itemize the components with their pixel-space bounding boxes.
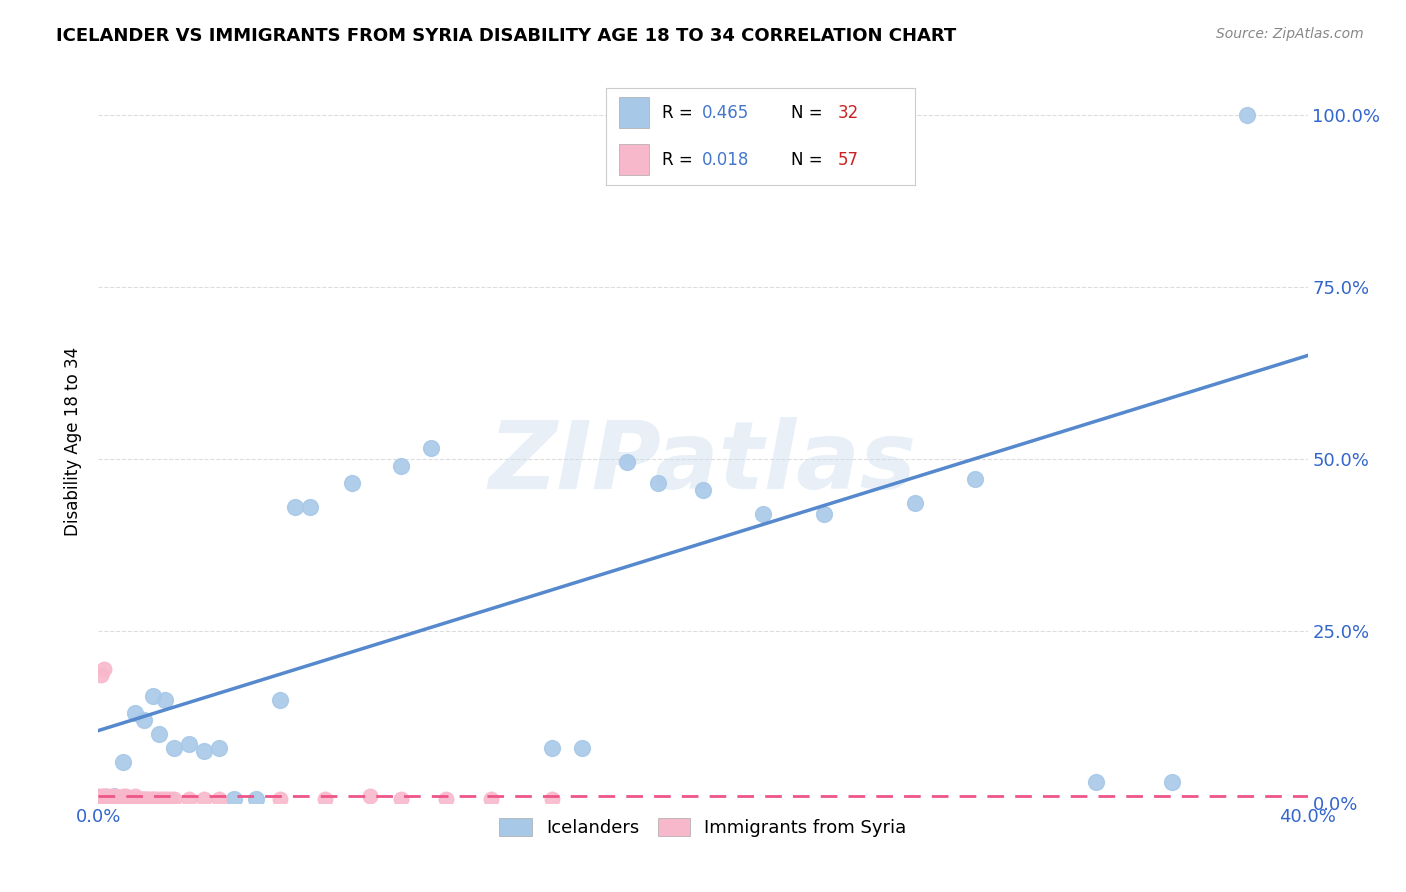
Point bbox=[105, 792, 128, 806]
Y-axis label: Disability Age 18 to 34: Disability Age 18 to 34 bbox=[65, 347, 83, 536]
Point bbox=[163, 740, 186, 755]
Point bbox=[100, 792, 122, 806]
Point bbox=[269, 692, 291, 706]
Point bbox=[96, 792, 118, 806]
Point bbox=[114, 789, 136, 803]
Point bbox=[616, 455, 638, 469]
Point bbox=[647, 475, 669, 490]
Point bbox=[142, 792, 165, 806]
Point bbox=[103, 789, 125, 803]
Point bbox=[342, 475, 364, 490]
Point bbox=[90, 668, 112, 682]
Point bbox=[118, 792, 141, 806]
Point bbox=[124, 789, 146, 803]
Point bbox=[111, 789, 134, 803]
Point bbox=[156, 792, 179, 806]
Point bbox=[103, 789, 125, 803]
Point bbox=[118, 792, 141, 806]
Point bbox=[108, 792, 131, 806]
Point bbox=[93, 789, 115, 803]
Point bbox=[87, 789, 110, 803]
Point bbox=[118, 792, 141, 806]
Point bbox=[1085, 775, 1108, 789]
Point bbox=[389, 792, 412, 806]
Point bbox=[245, 792, 267, 806]
Point bbox=[148, 727, 170, 741]
Point bbox=[132, 792, 155, 806]
Point bbox=[93, 662, 115, 676]
Point bbox=[135, 792, 157, 806]
Text: ICELANDER VS IMMIGRANTS FROM SYRIA DISABILITY AGE 18 TO 34 CORRELATION CHART: ICELANDER VS IMMIGRANTS FROM SYRIA DISAB… bbox=[56, 27, 956, 45]
Point bbox=[193, 792, 215, 806]
Point bbox=[100, 792, 122, 806]
Point bbox=[114, 792, 136, 806]
Point bbox=[127, 792, 149, 806]
Point bbox=[813, 507, 835, 521]
Point bbox=[90, 789, 112, 803]
Point bbox=[145, 792, 167, 806]
Point bbox=[299, 500, 322, 514]
Point bbox=[108, 792, 131, 806]
Point bbox=[153, 692, 176, 706]
Point bbox=[90, 792, 112, 806]
Point bbox=[163, 792, 186, 806]
Point bbox=[540, 792, 562, 806]
Point bbox=[96, 789, 118, 803]
Point bbox=[96, 789, 118, 803]
Point bbox=[179, 737, 201, 751]
Text: ZIPatlas: ZIPatlas bbox=[489, 417, 917, 509]
Point bbox=[752, 507, 775, 521]
Point bbox=[121, 792, 143, 806]
Point bbox=[434, 792, 457, 806]
Point bbox=[129, 792, 152, 806]
Point bbox=[132, 792, 155, 806]
Point bbox=[284, 500, 307, 514]
Point bbox=[105, 792, 128, 806]
Point bbox=[481, 792, 503, 806]
Point bbox=[314, 792, 336, 806]
Point bbox=[420, 442, 443, 456]
Point bbox=[904, 496, 927, 510]
Point bbox=[153, 792, 176, 806]
Point bbox=[132, 713, 155, 727]
Point bbox=[1160, 775, 1182, 789]
Point bbox=[93, 789, 115, 803]
Point bbox=[540, 740, 562, 755]
Point bbox=[692, 483, 714, 497]
Point bbox=[111, 792, 134, 806]
Point bbox=[103, 789, 125, 803]
Point bbox=[965, 472, 987, 486]
Point bbox=[208, 740, 231, 755]
Point bbox=[269, 792, 291, 806]
Point bbox=[139, 792, 162, 806]
Legend: Icelanders, Immigrants from Syria: Icelanders, Immigrants from Syria bbox=[492, 811, 914, 845]
Point bbox=[124, 706, 146, 721]
Point bbox=[193, 744, 215, 758]
Point bbox=[148, 792, 170, 806]
Point bbox=[142, 689, 165, 703]
Text: Source: ZipAtlas.com: Source: ZipAtlas.com bbox=[1216, 27, 1364, 41]
Point bbox=[129, 792, 152, 806]
Point bbox=[389, 458, 412, 473]
Point bbox=[179, 792, 201, 806]
Point bbox=[224, 792, 246, 806]
Point bbox=[127, 792, 149, 806]
Point bbox=[135, 792, 157, 806]
Point bbox=[111, 755, 134, 769]
Point bbox=[571, 740, 593, 755]
Point bbox=[1236, 108, 1258, 122]
Point bbox=[160, 792, 183, 806]
Point bbox=[150, 792, 173, 806]
Point bbox=[103, 792, 125, 806]
Point bbox=[121, 792, 143, 806]
Point bbox=[360, 789, 382, 803]
Point bbox=[208, 792, 231, 806]
Point bbox=[90, 792, 112, 806]
Point bbox=[142, 792, 165, 806]
